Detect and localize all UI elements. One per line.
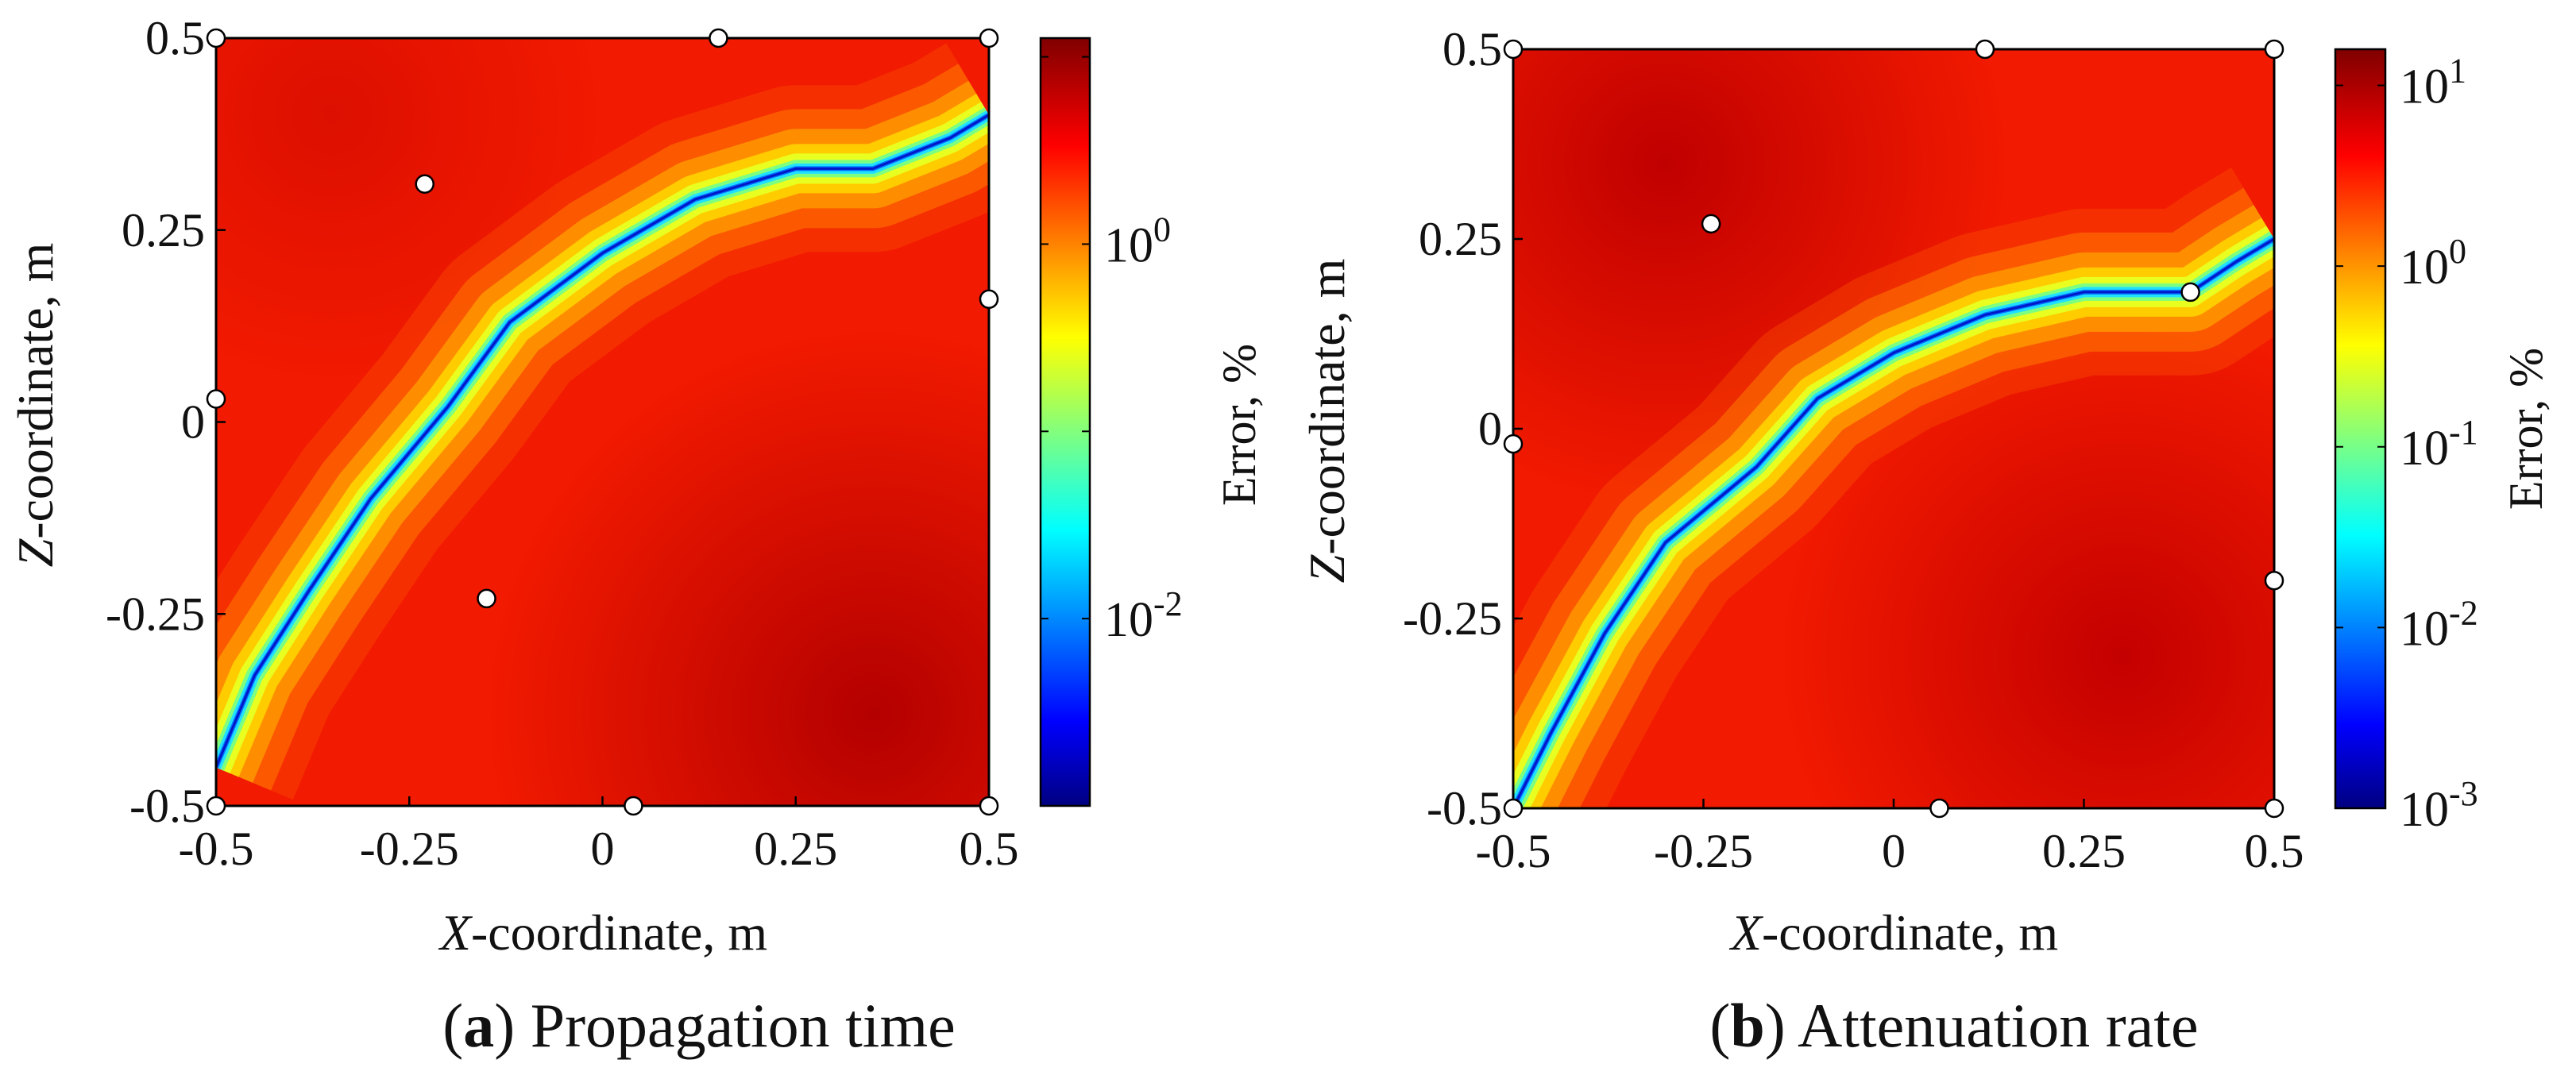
zero-error-band-a-8 [214,114,990,769]
clip-left-b [1275,0,1513,1046]
y-tick-label-b-2: 0 [1478,403,1502,455]
y-tick-label-b-0: -0.5 [1427,782,1502,834]
colorbar-tick-label-a-1: 10-2 [1104,584,1183,647]
sensor-marker-b-8 [1929,798,1949,819]
colorbar-tick-exponent-b-2: -1 [2449,413,2478,452]
colorbar-tick-base-b-2: 10 [2400,422,2449,476]
sensor-marker-b-6 [2264,570,2284,591]
sensor-marker-b-5 [1503,434,1524,454]
x-tick-label-b-3: 0.25 [2042,825,2126,877]
colorbar-tick-label-b-3: 10-2 [2400,593,2478,656]
heatmap-plot-a [0,0,1227,1044]
clip-left-a [0,0,216,1044]
sensor-marker-a-7 [206,796,226,816]
ylabel-b-var: Z [1299,553,1355,583]
colorbar-tick-exponent-b-1: 0 [2449,232,2466,271]
sensor-marker-b-9 [2264,798,2284,819]
colorbar-gradient-b [2334,48,2387,810]
axes-b: -0.5 -0.25 0 0.25 0.5 -0.5 -0.25 0 0.25 0.5 [1403,23,2304,877]
sensor-marker-a-8 [624,796,643,816]
colorbar-label-b: Error, % [2500,348,2552,510]
sensor-marker-a-1 [709,28,728,48]
sensor-marker-a-2 [979,28,999,48]
caption-b-letter: b [1730,991,1764,1060]
xlabel-b-var: X [1728,904,1764,961]
x-tick-label-b-4: 0.5 [2245,825,2304,877]
ylabel-a: Z-coordinate, m [7,243,64,568]
ylabel-b: Z-coordinate, m [1299,259,1355,584]
sensor-marker-a-6 [477,588,496,609]
colorbar-label-a: Error, % [1213,344,1265,506]
colorbar-tick-exponent-a-1: -2 [1153,584,1183,623]
caption-a: (a) Propagation time [442,991,956,1060]
sensor-marker-b-2 [2264,39,2284,60]
x-tick-label-a-0: -0.5 [179,823,254,875]
x-tick-label-a-4: 0.5 [960,823,1019,875]
colorbar-tick-label-b-4: 10-3 [2400,774,2478,837]
sensor-marker-b-1 [1975,39,1995,60]
y-tick-label-b-4: 0.5 [1442,23,1502,75]
y-tick-label-b-1: -0.25 [1403,592,1502,645]
colorbar-tick-base-b-1: 10 [2400,241,2449,295]
colorbar-tick-base-b-0: 10 [2400,60,2449,114]
caption-a-text: Propagation time [531,991,956,1060]
x-tick-label-b-0: -0.5 [1476,825,1551,877]
caption-b-text: Attenuation rate [1798,991,2199,1060]
sensor-marker-b-3 [1701,214,1721,234]
clip-right-b [2274,0,2322,1046]
sensor-marker-a-5 [206,389,226,409]
axes-a: -0.5 -0.25 0 0.25 0.5 -0.5 -0.25 0 0.25 0.5 [106,12,1018,875]
colorbar-tick-base-b-3: 10 [2400,602,2449,656]
colorbar-tick-exponent-b-0: 1 [2449,52,2466,91]
colorbar-tick-label-b-2: 10-1 [2400,413,2478,476]
ylabel-b-rest: -coordinate, m [1299,259,1355,555]
sensor-marker-a-0 [206,28,226,48]
colorbar-tick-exponent-b-3: -2 [2449,593,2478,632]
xlabel-a-rest: -coordinate, m [471,904,767,961]
colorbar-tick-base-a-0: 10 [1104,218,1153,272]
colorbar-gradient-a [1039,37,1091,807]
xlabel-b: X-coordinate, m [1728,904,2058,961]
colorbar-tick-label-b-0: 101 [2400,52,2466,114]
colorbar-tick-label-a-0: 100 [1104,210,1171,272]
sensor-marker-b-7 [1503,798,1524,819]
sensor-marker-a-9 [979,796,999,816]
colorbar-tick-exponent-b-4: -3 [2449,774,2478,813]
sensor-marker-b-0 [1503,39,1524,60]
x-tick-label-a-1: -0.25 [360,823,459,875]
sensor-marker-b-4 [2180,282,2200,303]
colorbar-tick-base-b-4: 10 [2400,783,2449,837]
colorbar-tick-exponent-a-0: 0 [1153,210,1171,249]
y-tick-label-a-0: -0.5 [129,780,205,832]
y-tick-label-a-3: 0.25 [122,204,205,256]
y-tick-label-a-4: 0.5 [145,12,205,64]
heatmap-plot-b [1275,0,2512,1046]
xlabel-a-var: X [438,904,473,961]
xlabel-b-rest: -coordinate, m [1762,904,2058,961]
caption-b: (b) Attenuation rate [1709,991,2198,1060]
x-tick-label-a-3: 0.25 [754,823,837,875]
y-tick-label-b-3: 0.25 [1419,213,1502,265]
colorbar-tick-label-b-1: 100 [2400,232,2466,295]
ylabel-a-rest: -coordinate, m [7,243,64,539]
xlabel-a: X-coordinate, m [438,904,767,961]
ylabel-a-var: Z [7,538,64,567]
sensor-marker-a-4 [979,289,999,310]
x-tick-label-a-2: 0 [591,823,615,875]
x-tick-label-b-2: 0 [1882,825,1906,877]
y-tick-label-a-1: -0.25 [106,588,205,640]
caption-a-letter: a [463,991,494,1060]
clip-right-a [989,0,1037,1044]
colorbar-tick-base-a-1: 10 [1104,593,1153,647]
sensor-marker-a-3 [415,174,434,194]
y-tick-label-a-2: 0 [181,396,205,449]
x-tick-label-b-1: -0.25 [1654,825,1753,877]
